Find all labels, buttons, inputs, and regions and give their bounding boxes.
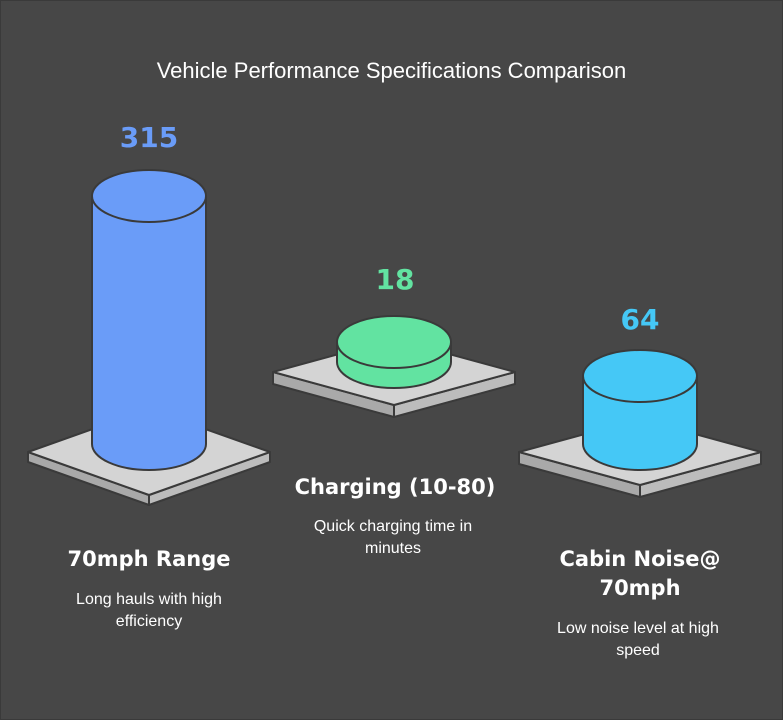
description-noise: Low noise level at high speed (557, 620, 719, 659)
bar-range (91, 195, 207, 471)
category-label-range: 70mph Range (67, 547, 231, 571)
value-label-range: 315 (119, 121, 179, 154)
bar-top-range (91, 169, 207, 223)
bar-top-charging (336, 315, 452, 369)
value-label-noise: 64 (620, 303, 660, 336)
chart-title: Vehicle Performance Specifications Compa… (156, 58, 627, 83)
description-range: Long hauls with high efficiency (76, 591, 222, 630)
category-label-charging: Charging (10-80) (294, 475, 496, 499)
description-charging: Quick charging time in minutes (313, 518, 473, 557)
bar-top-noise (582, 349, 698, 403)
value-label-charging: 18 (375, 263, 415, 296)
category-label-noise: Cabin Noise@ 70mph (559, 547, 721, 600)
